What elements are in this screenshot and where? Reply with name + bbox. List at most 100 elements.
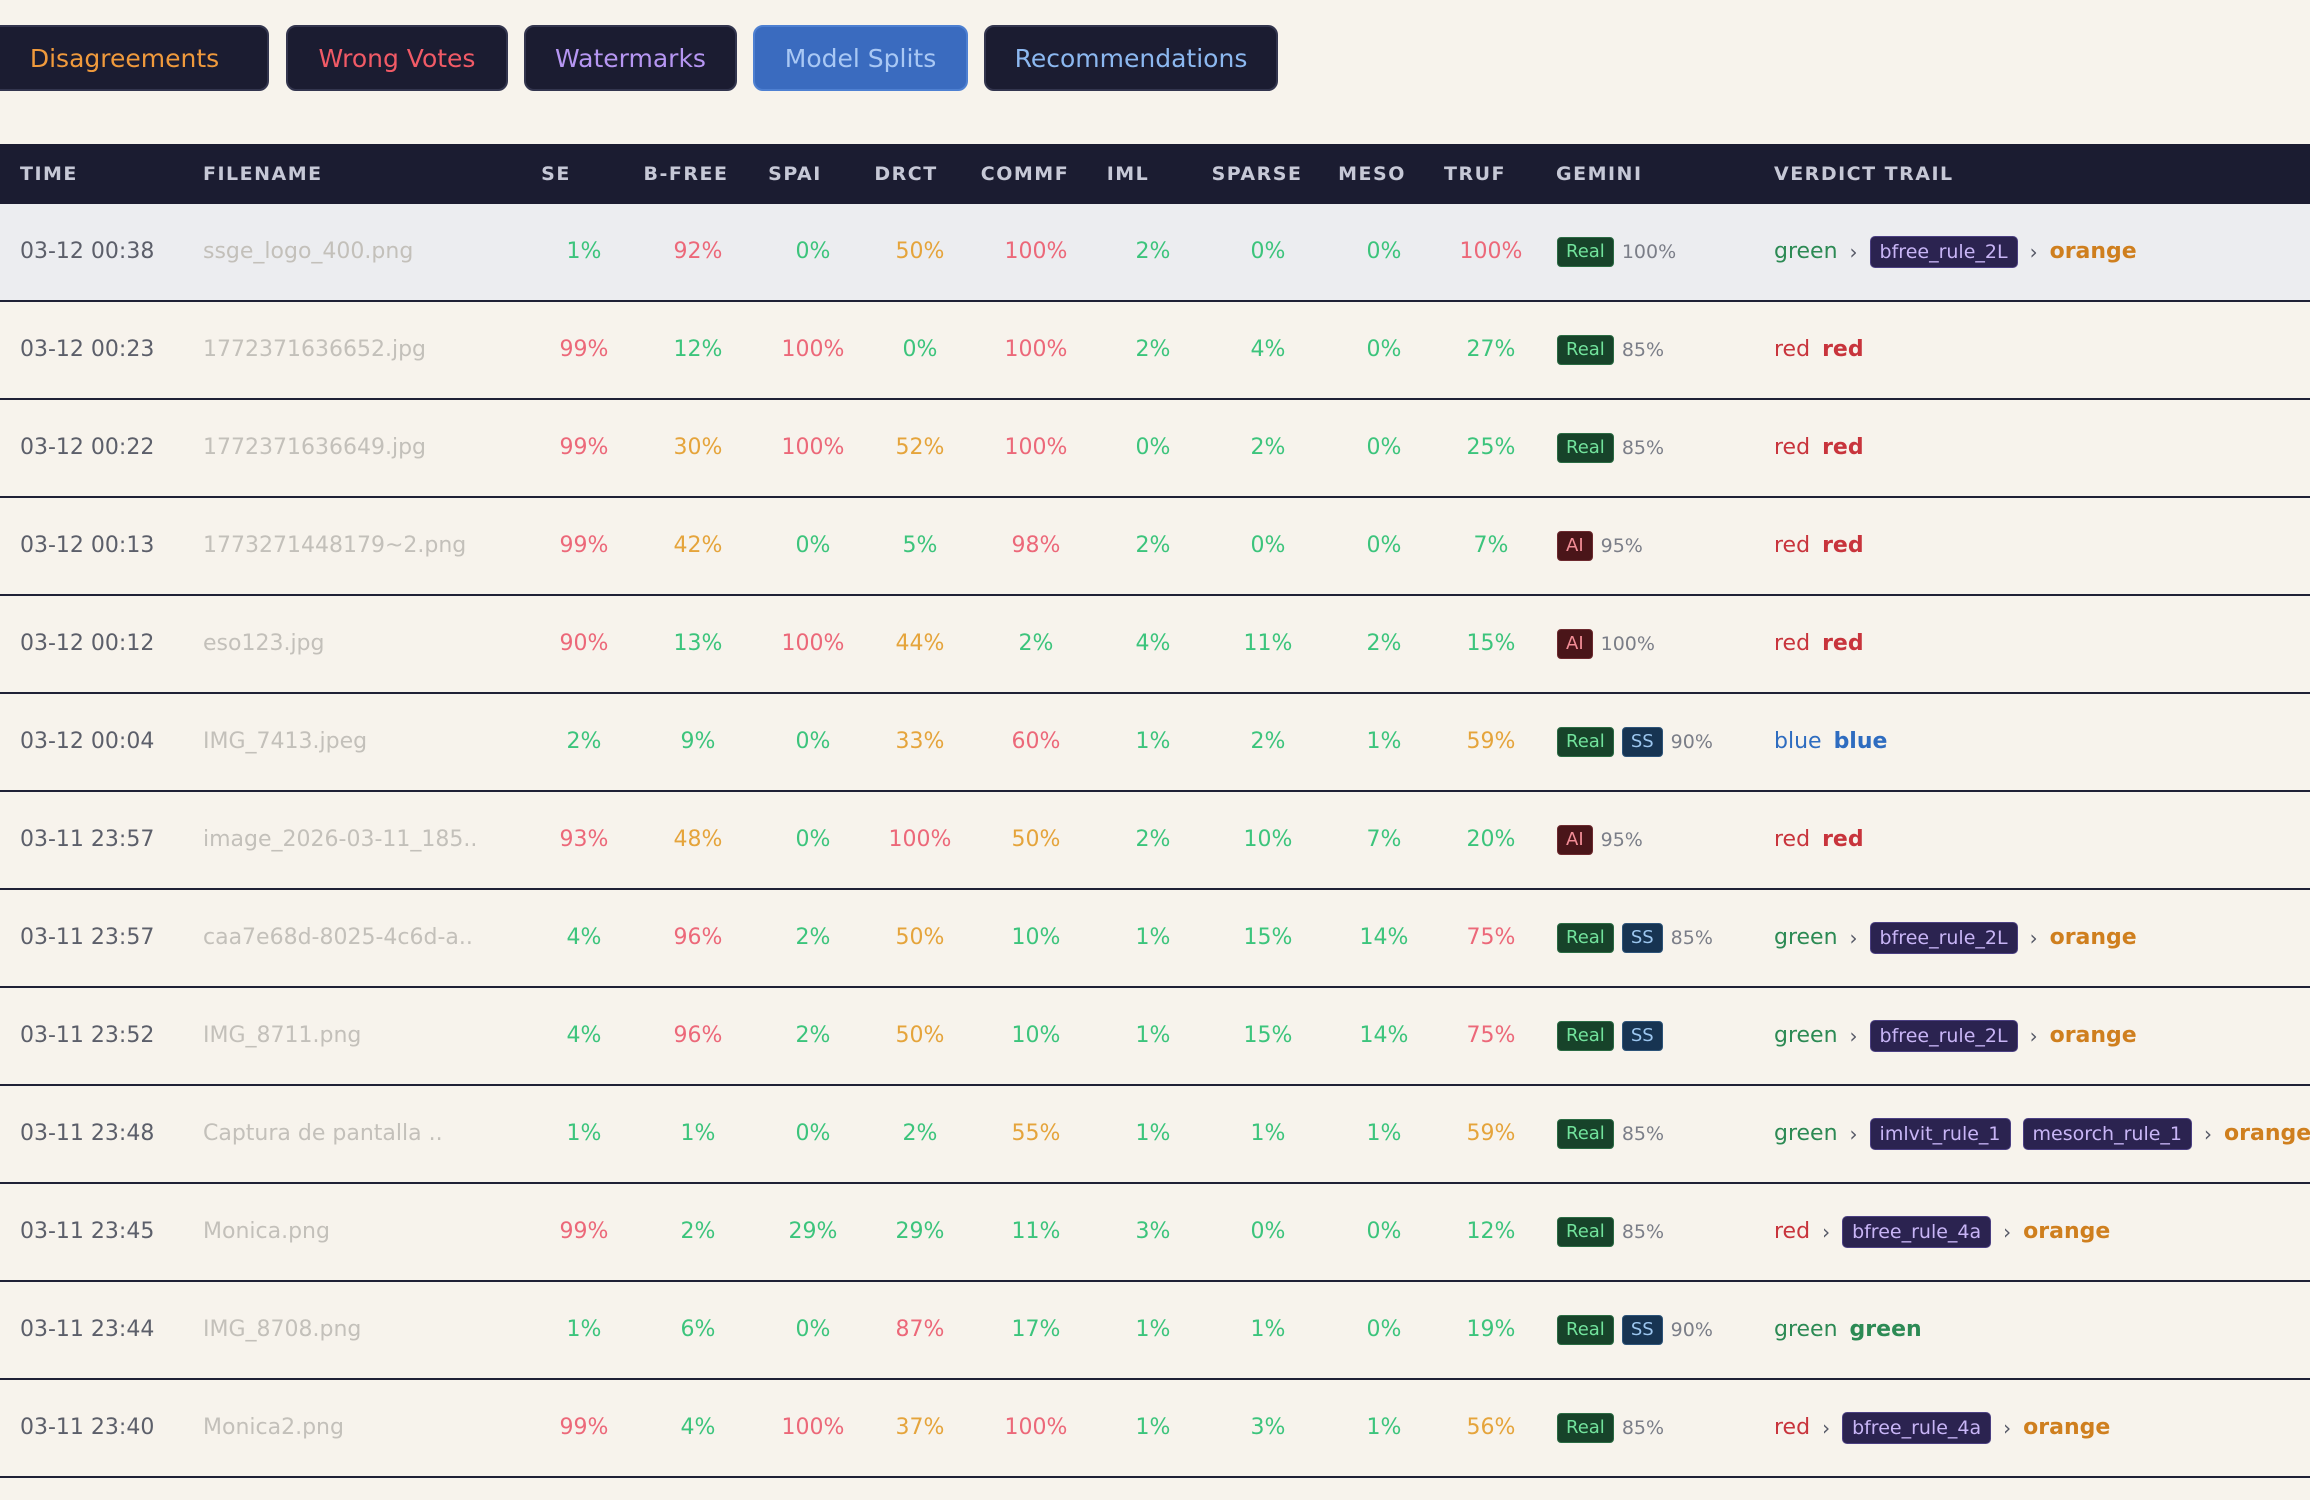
cell-filename[interactable]: 1773271448179~2.png (203, 533, 467, 558)
column-header-verdict-trail[interactable]: VERDICT TRAIL (1774, 163, 1954, 185)
cell-score-bfree: 1% (680, 1121, 716, 1146)
chevron-right-icon: › (2029, 240, 2038, 264)
table-row[interactable]: 03-11 23:57 image_2026-03-11_185.. 93% 48% 0… (0, 792, 2310, 890)
cell-score-iml: 1% (1135, 925, 1171, 950)
tab-watermarks[interactable]: Watermarks (524, 25, 737, 91)
table-row[interactable]: 03-11 23:45 Monica.png 99% 2% 29% 29% 11% 3% 0% 0… (0, 1184, 2310, 1282)
cell-score-sparse: 0% (1250, 239, 1286, 264)
cell-filename[interactable]: Monica.png (203, 1219, 330, 1244)
rule-badge[interactable]: bfree_rule_4a (1842, 1412, 1992, 1444)
cell-score-bfree: 92% (673, 239, 723, 264)
column-header-meso[interactable]: MESO (1338, 163, 1406, 185)
cell-filename[interactable]: IMG_8711.png (203, 1023, 362, 1048)
tab-bar: Disagreements Wrong Votes Watermarks Mod… (0, 25, 2310, 95)
verdict-start: green (1774, 1023, 1838, 1048)
column-header-iml[interactable]: IML (1106, 163, 1150, 185)
column-header-drct[interactable]: DRCT (874, 163, 938, 185)
column-header-commf[interactable]: COMMF (980, 163, 1070, 185)
cell-score-spai: 0% (795, 729, 831, 754)
table-row[interactable]: 03-12 00:13 1773271448179~2.png 99% 42% 0% 5%… (0, 498, 2310, 596)
rule-badge[interactable]: bfree_rule_4a (1842, 1216, 1992, 1248)
column-header-sparse[interactable]: SPARSE (1211, 163, 1303, 185)
cell-score-commf: 10% (1011, 925, 1061, 950)
table-row[interactable]: 03-12 00:12 eso123.jpg 90% 13% 100% 44% 2% 4% 11… (0, 596, 2310, 694)
cell-time: 03-11 23:44 (20, 1317, 155, 1342)
cell-score-commf: 2% (1018, 631, 1054, 656)
cell-gemini: Real 85% (1557, 302, 1664, 398)
cell-filename[interactable]: IMG_8708.png (203, 1317, 362, 1342)
cell-score-bfree: 48% (673, 827, 723, 852)
cell-score-truf: 19% (1466, 1317, 1516, 1342)
rule-badge[interactable]: bfree_rule_2L (1869, 236, 2018, 268)
chevron-right-icon: › (1849, 1024, 1858, 1048)
table-row[interactable]: 03-11 23:44 IMG_8708.png 1% 6% 0% 87% 17% 1% 1% 0… (0, 1282, 2310, 1380)
table-row[interactable]: 03-11 23:48 Captura de pantalla .. 1% 1% 0% 2… (0, 1086, 2310, 1184)
cell-verdict-trail: green › bfree_rule_2L › orange (1774, 204, 2137, 300)
column-header-time[interactable]: TIME (20, 163, 78, 185)
cell-filename[interactable]: caa7e68d-8025-4c6d-a.. (203, 925, 473, 950)
cell-score-iml: 1% (1135, 1023, 1171, 1048)
cell-score-bfree: 30% (673, 435, 723, 460)
column-header-spai[interactable]: SPAI (768, 163, 822, 185)
cell-score-se: 99% (559, 533, 609, 558)
cell-score-se: 1% (566, 239, 602, 264)
cell-score-commf: 10% (1011, 1023, 1061, 1048)
cell-filename[interactable]: ssge_logo_400.png (203, 239, 414, 264)
cell-filename[interactable]: Captura de pantalla .. (203, 1121, 443, 1146)
cell-gemini: Real 85% (1557, 1184, 1664, 1280)
column-header-filename[interactable]: FILENAME (203, 163, 323, 185)
rule-badge[interactable]: mesorch_rule_1 (2022, 1118, 2193, 1150)
table-row[interactable]: 03-11 23:57 caa7e68d-8025-4c6d-a.. 4% 96% 2%… (0, 890, 2310, 988)
cell-gemini: AI 100% (1557, 596, 1655, 692)
rule-badge[interactable]: bfree_rule_2L (1869, 1020, 2018, 1052)
cell-verdict-trail: red › bfree_rule_4a › orange (1774, 1184, 2110, 1280)
cell-filename[interactable]: 1772371636649.jpg (203, 435, 426, 460)
tab-model-splits[interactable]: Model Splits (753, 25, 968, 91)
cell-score-commf: 60% (1011, 729, 1061, 754)
cell-time: 03-12 00:22 (20, 435, 155, 460)
cell-filename[interactable]: 1772371636652.jpg (203, 337, 426, 362)
cell-filename[interactable]: IMG_7413.jpeg (203, 729, 368, 754)
cell-score-bfree: 12% (673, 337, 723, 362)
cell-filename[interactable]: Monica2.png (203, 1415, 344, 1440)
tab-disagreements[interactable]: Disagreements (0, 25, 269, 91)
chevron-right-icon: › (2029, 926, 2038, 950)
cell-score-spai: 0% (795, 533, 831, 558)
cell-score-drct: 5% (902, 533, 938, 558)
verdict-final: green (1849, 1317, 1922, 1342)
column-header-truf[interactable]: TRUF (1444, 163, 1506, 185)
cell-gemini: Real 85% (1557, 1086, 1664, 1182)
cell-filename[interactable]: eso123.jpg (203, 631, 325, 656)
tab-wrong-votes[interactable]: Wrong Votes (286, 25, 508, 91)
rule-badge[interactable]: imlvit_rule_1 (1869, 1118, 2011, 1150)
cell-gemini: Real SS 90% (1557, 1282, 1713, 1378)
cell-verdict-trail: red red (1774, 400, 1864, 496)
table-row[interactable]: 03-11 23:52 IMG_8711.png 4% 96% 2% 50% 10% 1% 15… (0, 988, 2310, 1086)
cell-score-se: 90% (559, 631, 609, 656)
verdict-start: red (1774, 435, 1811, 460)
table-row[interactable]: 03-12 00:23 1772371636652.jpg 99% 12% 100% 0%… (0, 302, 2310, 400)
cell-filename[interactable]: image_2026-03-11_185.. (203, 827, 478, 852)
cell-score-meso: 0% (1366, 1219, 1402, 1244)
cell-score-truf: 59% (1466, 1121, 1516, 1146)
rule-badge[interactable]: bfree_rule_2L (1869, 922, 2018, 954)
cell-score-drct: 2% (902, 1121, 938, 1146)
table-row[interactable]: 03-12 00:22 1772371636649.jpg 99% 30% 100% 52… (0, 400, 2310, 498)
cell-score-se: 99% (559, 435, 609, 460)
verdict-final: red (1822, 337, 1864, 362)
table-row[interactable]: 03-11 23:40 Monica2.png 99% 4% 100% 37% 100% 1%… (0, 1380, 2310, 1478)
column-header-gemini[interactable]: GEMINI (1556, 163, 1643, 185)
table-row[interactable]: 03-12 00:38 ssge_logo_400.png 1% 92% 0% 50% 10… (0, 204, 2310, 302)
table-row[interactable]: 03-12 00:04 IMG_7413.jpeg 2% 9% 0% 33% 60% 1% 2%… (0, 694, 2310, 792)
cell-score-bfree: 42% (673, 533, 723, 558)
column-header-bfree[interactable]: B-FREE (643, 163, 729, 185)
tab-recommendations[interactable]: Recommendations (984, 25, 1278, 91)
cell-score-sparse: 1% (1250, 1121, 1286, 1146)
cell-score-truf: 56% (1466, 1415, 1516, 1440)
chevron-right-icon: › (1822, 1416, 1831, 1440)
cell-score-sparse: 2% (1250, 729, 1286, 754)
cell-score-se: 2% (566, 729, 602, 754)
cell-score-truf: 75% (1466, 925, 1516, 950)
cell-time: 03-11 23:57 (20, 827, 155, 852)
column-header-se[interactable]: SE (541, 163, 571, 185)
